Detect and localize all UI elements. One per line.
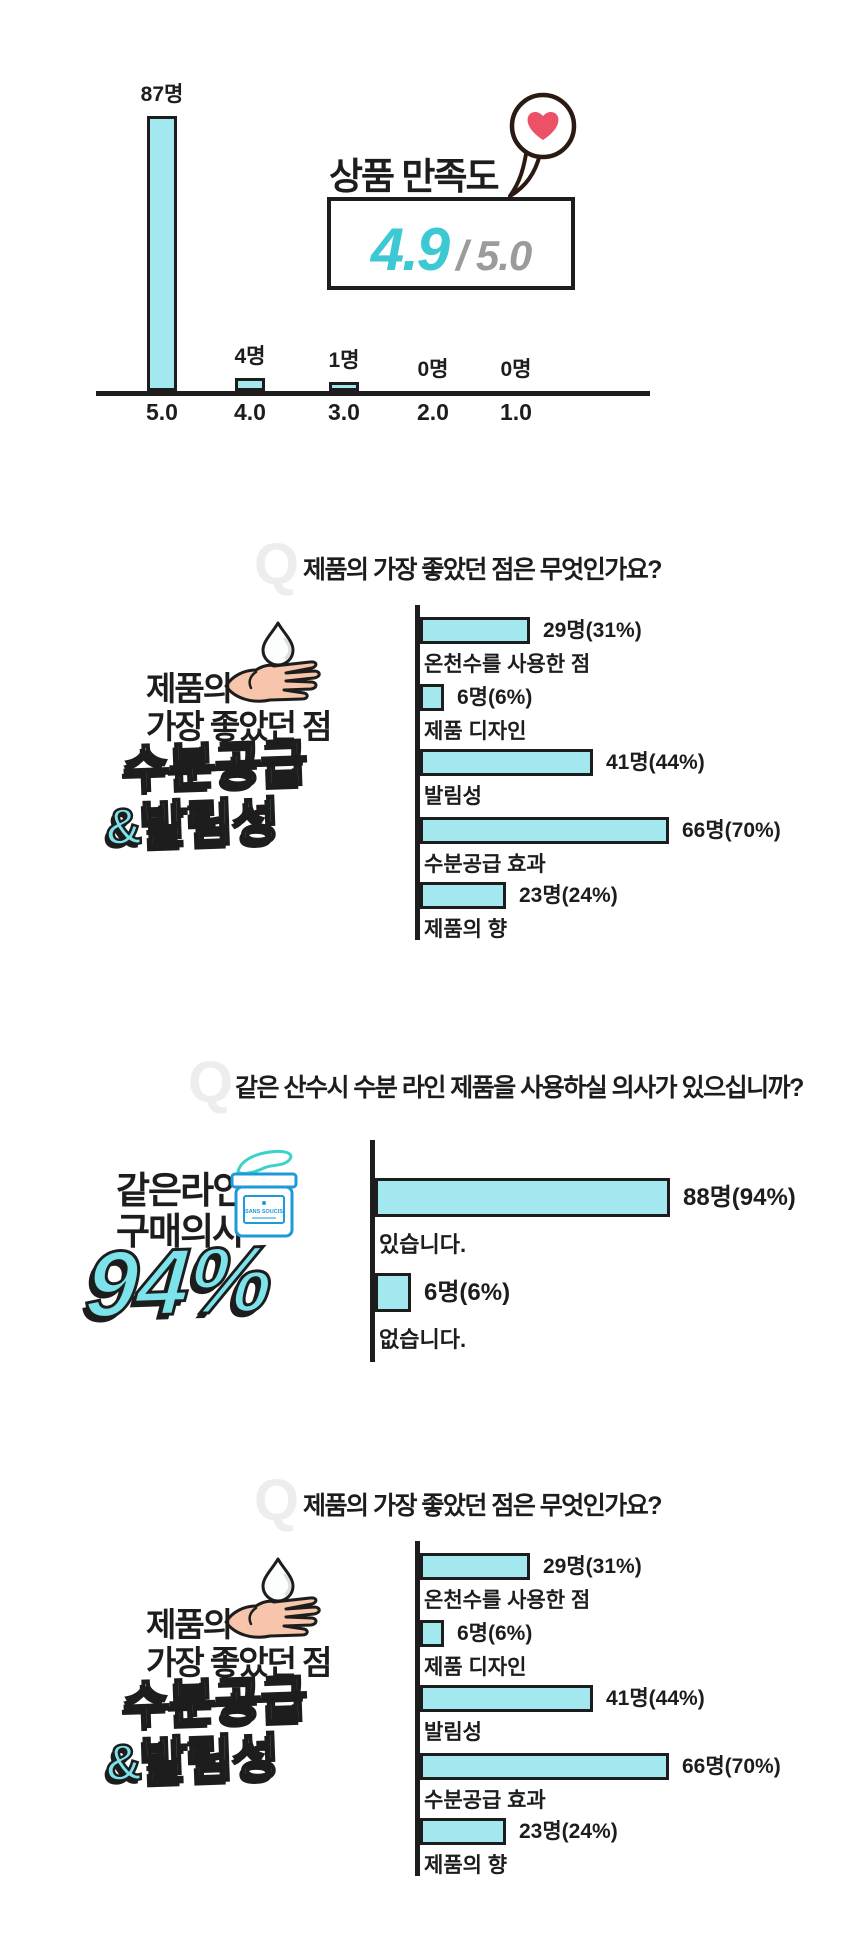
answer-bar-value: 41명(44%) [606, 1687, 705, 1710]
rating-axis-tick: 2.0 [417, 399, 449, 425]
satisfaction-ticks: 5.0 4.0 3.0 2.0 1.0 [98, 399, 648, 429]
answer-bar [420, 749, 593, 776]
answer-bar [420, 1553, 530, 1580]
rating-bar-value: 4명 [234, 345, 266, 368]
answer-bar [420, 1685, 593, 1712]
answer-bar-value: 88명(94%) [683, 1184, 796, 1211]
graphic-text-line2: 구매의사 [116, 1211, 246, 1252]
answer-bar [420, 617, 530, 644]
q2-chart-axis [370, 1140, 375, 1362]
rating-axis-tick: 5.0 [146, 399, 178, 425]
answer-bar-value: 66명(70%) [682, 1755, 781, 1778]
highlight-percent: 94% [81, 1224, 277, 1338]
q3-question: 제품의 가장 좋았던 점은 무엇인가요? [303, 1492, 663, 1520]
jar-label: SANS SOUCIS [245, 1209, 283, 1215]
open-hand-icon [224, 660, 321, 703]
highlight-line2: &발림성 [103, 1727, 281, 1793]
answer-bar-value: 66명(70%) [682, 819, 781, 842]
highlight-line1: 수분공급 [121, 1669, 309, 1735]
score-separator: / [456, 232, 468, 279]
rating-axis-tick: 1.0 [500, 399, 532, 425]
q-mark: Q [188, 1050, 234, 1115]
rating-axis-tick: 3.0 [328, 399, 360, 425]
cream-jar-icon: SANS SOUCIS [230, 1149, 298, 1238]
answer-bar [375, 1273, 411, 1312]
q3-section: Q 제품의 가장 좋았던 점은 무엇인가요? 제품의 가장 좋았던 점 수분공급… [0, 1472, 860, 1892]
answer-bar-value: 6명(6%) [424, 1279, 511, 1306]
score-title: 상품 만족도 [329, 156, 499, 197]
answer-bar-value: 41명(44%) [606, 751, 705, 774]
rating-bar-value: 1명 [328, 349, 360, 372]
answer-bar-value: 29명(31%) [543, 1555, 642, 1578]
q2-question: 같은 산수시 수분 라인 제품을 사용하실 의사가 있으십니까? [235, 1074, 804, 1102]
rating-bar-value: 0명 [500, 358, 532, 381]
q1-section: Q 제품의 가장 좋았던 점은 무엇인가요? 제품의 가장 좋았던 점 수분공급… [0, 536, 860, 946]
highlight-line1: 수분공급 [121, 733, 309, 799]
satisfaction-axis [96, 391, 650, 396]
q-mark: Q [254, 1468, 300, 1533]
rating-axis-tick: 4.0 [234, 399, 266, 425]
answer-bar-value: 6명(6%) [457, 1622, 533, 1645]
satisfaction-bars: 87명 4명 1명 0명 0명 [98, 80, 648, 391]
graphic-text-line2: 가장 좋았던 점 [146, 708, 332, 745]
q1-bar-chart: 29명(31%) 온천수를 사용한 점 6명(6%) 제품 디자인 41명(44%) 발림… [415, 605, 855, 945]
highlight-text: 수분공급 &발림성 [102, 1669, 310, 1793]
answer-bar-value: 23명(24%) [519, 884, 618, 907]
answer-bar [420, 1818, 506, 1845]
answer-bar [420, 1620, 444, 1647]
rating-bar [147, 116, 177, 391]
score-box: 4.9 / 5.0 [327, 197, 575, 290]
q3-bar-chart: 29명(31%) 온천수를 사용한 점 6명(6%) 제품 디자인 41명(44%) 발림… [415, 1541, 855, 1881]
q2-section: Q 같은 산수시 수분 라인 제품을 사용하실 의사가 있으십니까? 같은라인 … [0, 1054, 860, 1472]
answer-category-label: 수분공급 효과 [424, 853, 546, 876]
q2-bar-chart: 88명(94%) 있습니다. 6명(6%) 없습니다. [370, 1140, 850, 1370]
highlight-text: 수분공급 &발림성 [102, 733, 310, 857]
score-max: 5.0 [475, 232, 532, 279]
open-hand-icon [224, 1596, 321, 1639]
answer-category-label: 발림성 [424, 785, 482, 808]
answer-bar-value: 23명(24%) [519, 1820, 618, 1843]
answer-bar [375, 1178, 670, 1217]
answer-category-label: 제품 디자인 [424, 720, 527, 743]
answer-category-label: 온천수를 사용한 점 [424, 653, 591, 676]
answer-category-label: 온천수를 사용한 점 [424, 1589, 591, 1612]
rating-bar [235, 378, 265, 391]
answer-bar [420, 684, 444, 711]
answer-category-label: 제품 디자인 [424, 1656, 527, 1679]
q3-chart-axis [415, 1541, 420, 1876]
answer-category-label: 제품의 향 [424, 1854, 508, 1877]
answer-bar [420, 817, 669, 844]
highlight-line2: &발림성 [103, 791, 281, 857]
graphic-text-line1: 같은라인 [116, 1170, 246, 1211]
answer-bar [420, 1753, 669, 1780]
answer-category-label: 수분공급 효과 [424, 1789, 546, 1812]
graphic-text-line2: 가장 좋았던 점 [146, 1644, 332, 1681]
answer-bar-value: 29명(31%) [543, 619, 642, 642]
heart-icon [527, 111, 559, 140]
answer-category-label: 없습니다. [379, 1327, 467, 1352]
rating-bar-value: 0명 [417, 358, 449, 381]
answer-category-label: 제품의 향 [424, 918, 508, 941]
answer-bar [420, 882, 506, 909]
answer-bar-value: 6명(6%) [457, 686, 533, 709]
graphic-text-line1: 제품의 [146, 1606, 233, 1643]
score-value: 4.9 [370, 216, 450, 283]
rating-bar [329, 382, 359, 391]
q1-question: 제품의 가장 좋았던 점은 무엇인가요? [303, 556, 663, 584]
q-mark: Q [254, 532, 300, 597]
answer-category-label: 있습니다. [379, 1232, 467, 1257]
satisfaction-section: 87명 4명 1명 0명 0명 5.0 4.0 3.0 2.0 1.0 상품 만족도 4.9 /… [0, 0, 860, 536]
q1-chart-axis [415, 605, 420, 940]
answer-category-label: 발림성 [424, 1721, 482, 1744]
graphic-text-line1: 제품의 [146, 670, 233, 707]
heart-speech-bubble-icon [508, 92, 577, 198]
rating-bar-value: 87명 [140, 83, 184, 106]
